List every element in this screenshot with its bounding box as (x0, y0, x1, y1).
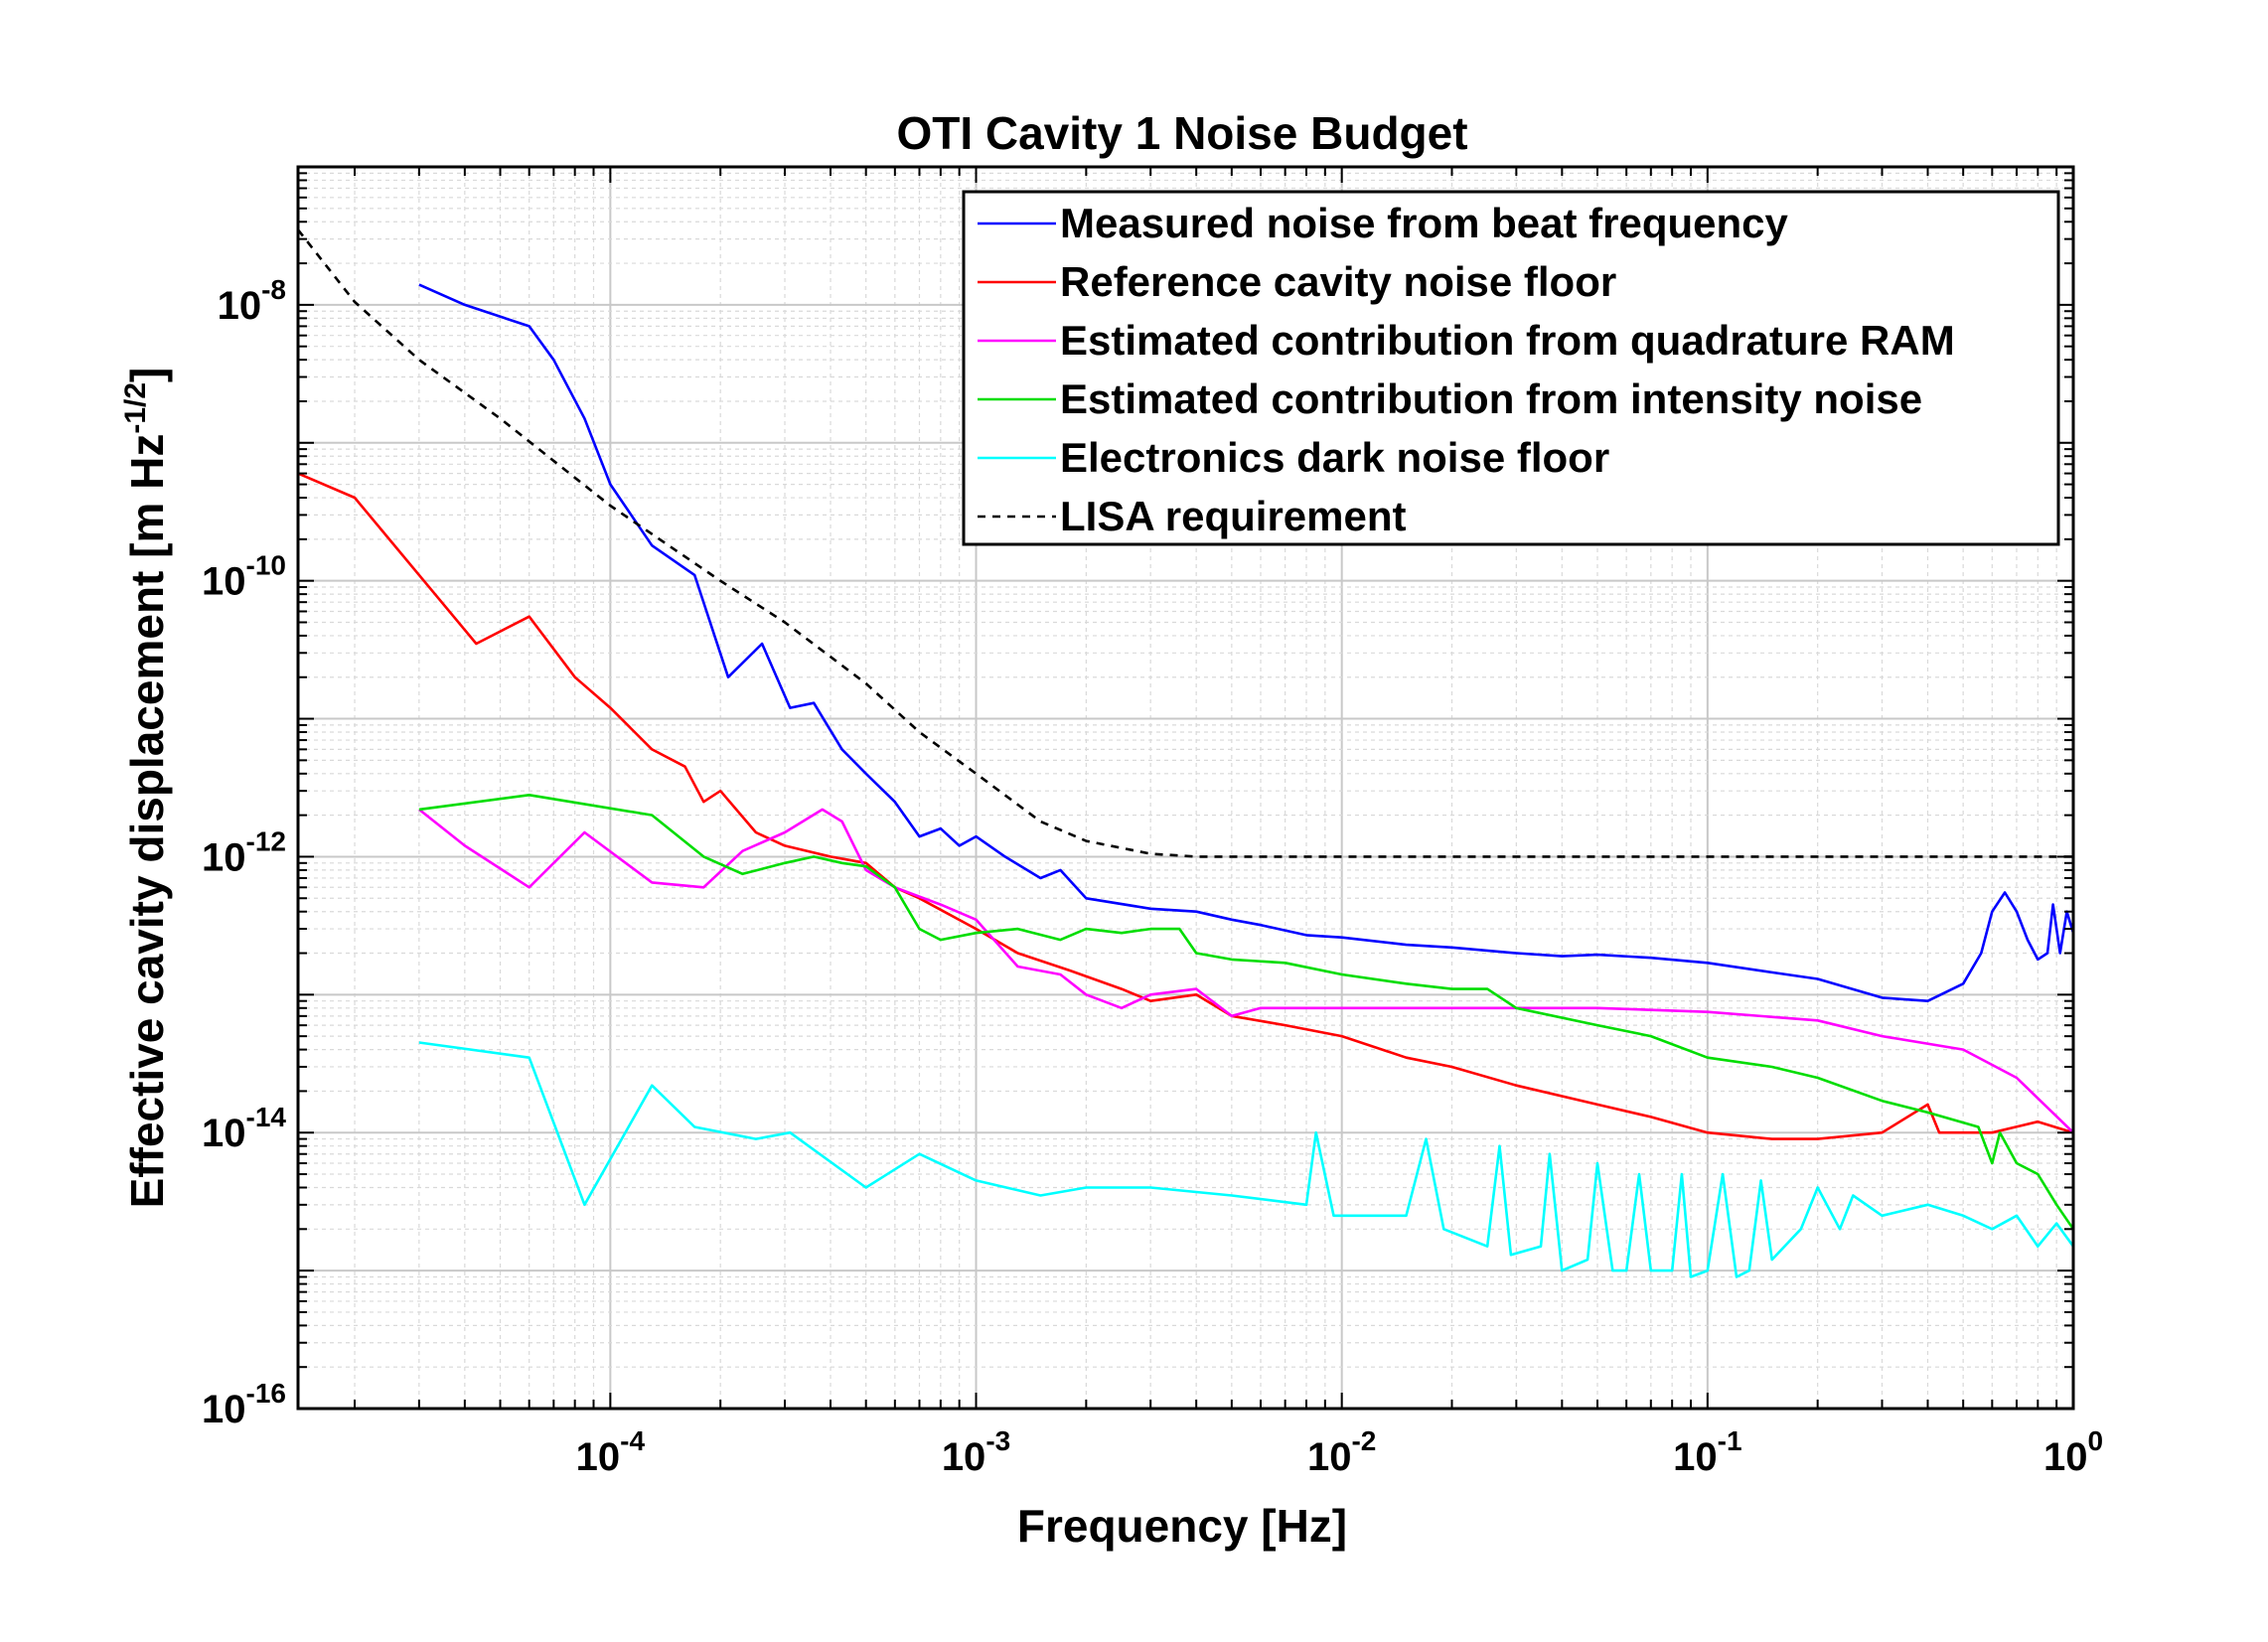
legend-label-1: Measured noise from beat frequency (1060, 200, 1789, 246)
y-tick-label-base: 10 (202, 835, 246, 879)
x-tick-label-base: 10 (2043, 1435, 2088, 1479)
y-tick-label: 10-10 (202, 550, 286, 604)
y-tick-label-base: 10 (202, 1112, 246, 1155)
series-line-3 (418, 808, 2074, 1134)
y-tick-label-exponent: -8 (261, 274, 286, 305)
y-tick-label: 10-8 (218, 274, 286, 328)
legend-entries: Measured noise from beat frequency Refere… (978, 200, 1955, 539)
series-layer (296, 228, 2075, 1278)
plot-frame (296, 165, 2075, 1411)
x-axis-label: Frequency [Hz] (1017, 1500, 1347, 1552)
x-tick-label: 10-3 (942, 1425, 1010, 1479)
series-line-2 (297, 472, 2074, 1140)
legend-label-4: Estimated contribution from intensity no… (1060, 375, 1922, 422)
y-tick-label-exponent: -16 (246, 1378, 286, 1409)
tick-marks (298, 167, 2074, 1410)
legend-box (962, 190, 2060, 546)
y-tick-label: 10-14 (202, 1102, 286, 1155)
y-tick-label-exponent: -14 (246, 1102, 287, 1132)
series-line-5 (418, 1041, 2075, 1278)
x-tick-label-exponent: -2 (1351, 1425, 1376, 1456)
x-tick-label-exponent: -3 (985, 1425, 1010, 1456)
y-axis-label-exponent: -1/2 (119, 382, 152, 434)
x-tick-label: 10-4 (576, 1425, 646, 1479)
x-tick-label-base: 10 (942, 1435, 986, 1479)
y-tick-label-exponent: -12 (246, 825, 286, 856)
x-tick-label-exponent: 0 (2087, 1425, 2103, 1456)
legend-label-3: Estimated contribution from quadrature R… (1060, 317, 1955, 364)
chart-title: OTI Cavity 1 Noise Budget (896, 107, 1467, 159)
series-line-4 (418, 793, 2075, 1231)
legend-label-5: Electronics dark noise floor (1060, 434, 1609, 481)
y-tick-label: 10-12 (202, 825, 286, 879)
y-tick-label-base: 10 (202, 560, 246, 604)
y-axis-label: Effective cavity displacement [m Hz-1/2] (119, 368, 173, 1209)
legend-label-2: Reference cavity noise floor (1060, 258, 1616, 305)
series-line-1 (418, 283, 2075, 1003)
legend: Measured noise from beat frequency Refere… (962, 190, 2060, 546)
y-axis-label-main: Effective cavity displacement [m Hz (121, 434, 173, 1209)
y-axis-label-end: ] (121, 368, 173, 382)
x-tick-label-base: 10 (576, 1435, 621, 1479)
y-tick-label-exponent: -10 (246, 550, 286, 581)
y-tick-label: 10-16 (202, 1378, 286, 1431)
y-tick-label-base: 10 (202, 1388, 246, 1431)
x-tick-labels: 10-4 10-3 10-2 10-1 100 (576, 1425, 2103, 1479)
legend-label-6: LISA requirement (1060, 493, 1407, 539)
x-tick-label-base: 10 (1673, 1435, 1718, 1479)
x-tick-label-base: 10 (1307, 1435, 1352, 1479)
x-tick-label-exponent: -4 (620, 1425, 645, 1456)
series-line-6 (296, 228, 2073, 858)
x-tick-label: 100 (2043, 1425, 2103, 1479)
x-tick-label: 10-1 (1673, 1425, 1741, 1479)
y-tick-label-base: 10 (218, 284, 262, 328)
x-tick-label-exponent: -1 (1718, 1425, 1742, 1456)
x-tick-label: 10-2 (1307, 1425, 1376, 1479)
